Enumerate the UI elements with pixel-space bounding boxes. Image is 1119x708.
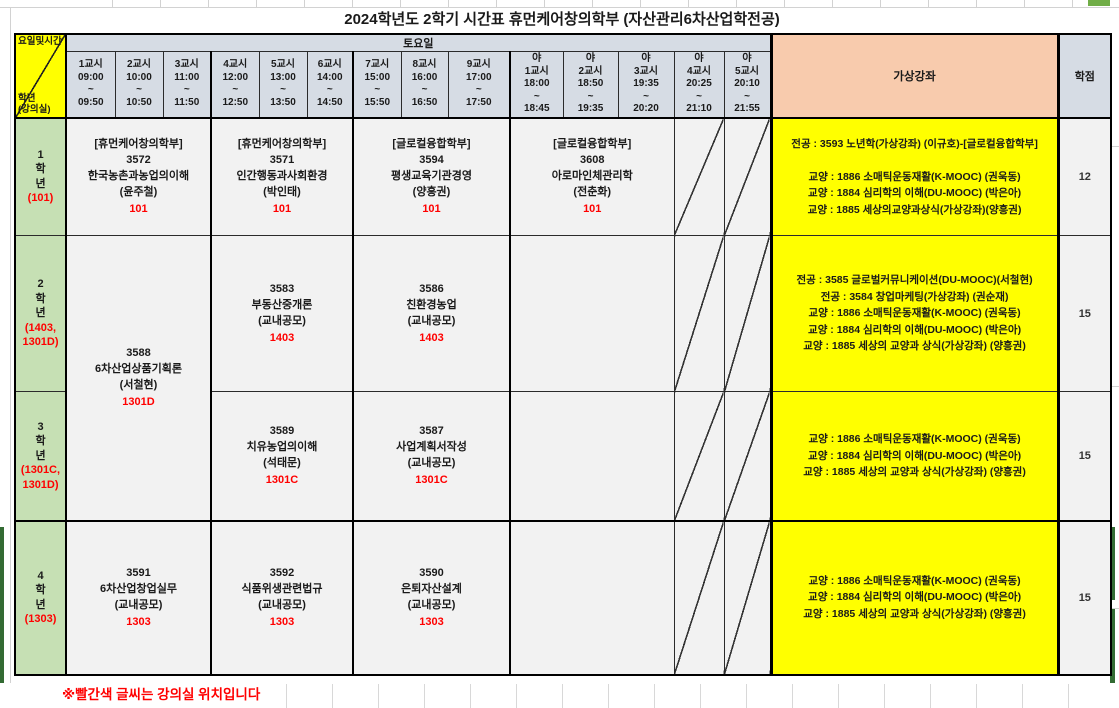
virtual-courses-cell[interactable]: 교양 : 1886 소매틱운동재활(K-MOOC) (권욱동) 교양 : 188… [769, 519, 1059, 675]
grade-cell[interactable]: 2 학 년 (1403, 1301D) [14, 235, 67, 392]
crossed-out-cell[interactable] [723, 519, 772, 675]
right-margin-gridline [1110, 146, 1119, 147]
course-cell[interactable]: 3591 6차산업창업실무 (교내공모) 1303 [65, 519, 212, 675]
course-cell[interactable]: 3587 사업계획서작성 (교내공모) 1301C [352, 391, 511, 521]
empty-night-cell[interactable] [509, 235, 675, 392]
crossed-out-cell[interactable] [673, 519, 725, 675]
course-cell[interactable]: 3583 부동산중개론 (교내공모) 1403 [210, 235, 354, 392]
credits-cell[interactable]: 15 [1056, 519, 1112, 675]
corner-cell[interactable]: 요일및시간 학년 (강의실) [14, 33, 67, 119]
top-margin-gridlines [65, 0, 1085, 7]
night-period-header-cell[interactable]: 야 4교시 20:25 ~ 21:10 [673, 51, 725, 119]
period-header-cell[interactable]: 4교시 12:00 ~ 12:50 [210, 51, 260, 119]
night-period-header-cell[interactable]: 야 5교시 20:10 ~ 21:55 [723, 51, 772, 119]
right-green-bar [1110, 527, 1115, 600]
period-header-cell[interactable]: 9교시 17:00 ~ 17:50 [447, 51, 511, 119]
right-green-bar [1110, 609, 1115, 683]
course-cell[interactable]: 3586 친환경농업 (교내공모) 1403 [352, 235, 511, 392]
corner-day-time-label: 요일및시간 [18, 36, 62, 47]
credits-cell[interactable]: 15 [1056, 235, 1112, 392]
period-header-cell[interactable]: 7교시 15:00 ~ 15:50 [352, 51, 402, 119]
right-margin-gridline [1110, 386, 1119, 387]
timetable-title: 2024학년도 2학기 시간표 휴먼케어창의학부 (자산관리6차산업학전공) [344, 11, 780, 28]
period-header-cell[interactable]: 3교시 11:00 ~ 11:50 [162, 51, 212, 119]
empty-night-cell[interactable] [509, 391, 675, 521]
empty-night-cell[interactable] [509, 519, 675, 675]
course-cell[interactable]: 3592 식품위생관련법규 (교내공모) 1303 [210, 519, 354, 675]
crossed-out-cell[interactable] [723, 391, 772, 521]
legend-note: ※빨간색 글씨는 강의실 위치입니다 [62, 687, 261, 702]
period-header-cell[interactable]: 2교시 10:00 ~ 10:50 [114, 51, 164, 119]
grade-cell[interactable]: 4 학 년 (1303) [14, 519, 67, 675]
virtual-courses-cell[interactable]: 전공 : 3593 노년학(가상강좌) (이규호)-[글로컬융합학부] 교양 :… [769, 117, 1059, 236]
credits-header-cell[interactable]: 학점 [1056, 33, 1112, 119]
virtual-courses-cell[interactable]: 교양 : 1886 소매틱운동재활(K-MOOC) (권욱동) 교양 : 188… [769, 391, 1059, 521]
top-right-green-cell [1088, 0, 1110, 6]
night-period-header-cell[interactable]: 야 3교시 19:35 ~ 20:20 [617, 51, 675, 119]
top-margin-gridline [0, 7, 1119, 8]
course-cell[interactable]: 3589 치유농업의이해 (석태문) 1301C [210, 391, 354, 521]
crossed-out-cell[interactable] [673, 235, 725, 392]
course-cell[interactable]: 3588 6차산업상품기획론 (서철현) 1301D [65, 235, 212, 521]
course-cell[interactable]: [휴먼케어창의학부] 3572 한국농촌과농업의이해 (윤주철) 101 [65, 117, 212, 236]
left-margin-gridline [10, 8, 11, 683]
credits-cell[interactable]: 12 [1056, 117, 1112, 236]
crossed-out-cell[interactable] [673, 391, 725, 521]
period-header-cell[interactable]: 8교시 16:00 ~ 16:50 [400, 51, 449, 119]
credits-cell[interactable]: 15 [1056, 391, 1112, 521]
corner-grade-label: 학년 (강의실) [18, 92, 51, 116]
bottom-margin-gridlines [241, 684, 1091, 708]
left-green-bar [0, 527, 4, 683]
crossed-out-cell[interactable] [673, 117, 725, 236]
period-header-cell[interactable]: 6교시 14:00 ~ 14:50 [306, 51, 354, 119]
period-header-cell[interactable]: 5교시 13:00 ~ 13:50 [258, 51, 308, 119]
right-margin-gridline [1110, 608, 1119, 609]
period-header-cell[interactable]: 1교시 09:00 ~ 09:50 [65, 51, 116, 119]
grade-cell[interactable]: 3 학 년 (1301C, 1301D) [14, 391, 67, 521]
virtual-courses-header-cell[interactable]: 가상강좌 [769, 33, 1059, 119]
timetable-table: 요일및시간 학년 (강의실) 토요일 가상강좌 학점 1교시 09:00 ~ 0… [14, 33, 1113, 676]
virtual-courses-cell[interactable]: 전공 : 3585 글로벌커뮤니케이션(DU-MOOC)(서철현) 전공 : 3… [769, 235, 1059, 392]
course-cell[interactable]: [휴먼케어창의학부] 3571 인간행동과사회환경 (박인태) 101 [210, 117, 354, 236]
course-cell[interactable]: [글로컬융합학부] 3608 아로마인체관리학 (전춘화) 101 [509, 117, 675, 236]
course-cell[interactable]: [글로컬융합학부] 3594 평생교육기관경영 (양흥권) 101 [352, 117, 511, 236]
crossed-out-cell[interactable] [723, 117, 772, 236]
night-period-header-cell[interactable]: 야 1교시 18:00 ~ 18:45 [509, 51, 564, 119]
saturday-header-cell[interactable]: 토요일 [64, 33, 772, 52]
crossed-out-cell[interactable] [723, 235, 772, 392]
course-cell[interactable]: 3590 은퇴자산설계 (교내공모) 1303 [352, 519, 511, 675]
grade-cell[interactable]: 1 학 년 (101) [14, 117, 67, 236]
night-period-header-cell[interactable]: 야 2교시 18:50 ~ 19:35 [562, 51, 619, 119]
